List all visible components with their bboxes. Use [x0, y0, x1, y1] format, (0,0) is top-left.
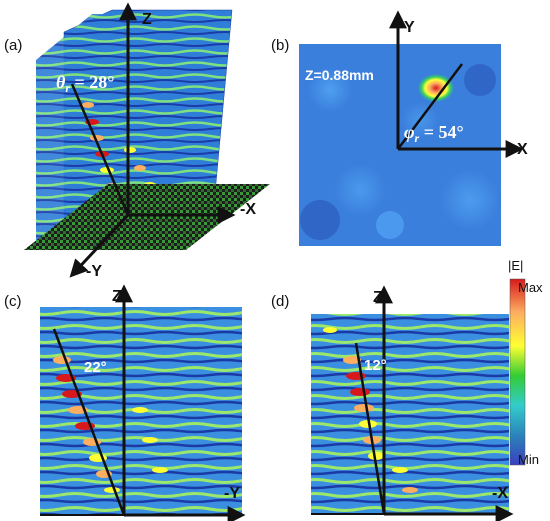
- panel-b: (b) Y X Z=0.88mm φr = 54°: [271, 10, 528, 246]
- angle-d: 12°: [364, 357, 387, 374]
- colorbar-max-label: Max: [518, 280, 543, 295]
- z-height-label: Z=0.88mm: [305, 67, 374, 83]
- panel-b-label: (b): [271, 37, 289, 54]
- phi-value: = 54°: [419, 122, 463, 142]
- theta-sub: r: [65, 81, 70, 95]
- panel-a: (a) Z -X -Y θr = 28°: [4, 2, 270, 280]
- angle-theta-a: θr = 28°: [56, 72, 114, 95]
- panel-c-label: (c): [4, 293, 22, 310]
- tilt-line-a: [70, 83, 130, 216]
- hotspot-b: [418, 74, 454, 102]
- ground-plane: [24, 184, 270, 250]
- tilt-line-c: [52, 328, 126, 516]
- colorbar-gradient: [509, 278, 526, 466]
- axis-z-label-d: Z: [373, 289, 383, 306]
- theta-value: = 28°: [70, 72, 114, 92]
- theta-symbol: θ: [56, 72, 66, 92]
- field-texture-b: [300, 64, 500, 240]
- colorbar-min-label: Min: [518, 452, 539, 467]
- axis-y-label-a: -Y: [86, 263, 102, 280]
- axis-z-label-c: Z: [112, 288, 122, 305]
- axis-y-label-b: Y: [404, 19, 415, 36]
- axis-x-label-a: -X: [240, 201, 256, 218]
- phi-symbol: φ: [404, 122, 415, 142]
- axis-y-a: [69, 213, 130, 278]
- tilt-line-d: [354, 342, 386, 515]
- angle-phi-b: φr = 54°: [404, 122, 464, 145]
- field-map-d: [311, 314, 509, 514]
- axis-x-label-d: -X: [492, 485, 508, 502]
- axis-z-label-a: Z: [142, 11, 152, 28]
- panel-d-label: (d): [271, 293, 289, 310]
- panel-d: (d) Z -X 12°: [271, 285, 514, 521]
- axis-x-label-b: X: [517, 141, 528, 158]
- colorbar: |E| Max Min: [508, 258, 543, 467]
- phi-sub: r: [415, 131, 420, 145]
- panel-a-label: (a): [4, 37, 22, 54]
- colorbar-title: |E|: [508, 258, 523, 273]
- axis-y-label-c: -Y: [224, 485, 240, 502]
- panel-c: (c) Z -Y 22°: [4, 284, 246, 521]
- angle-c: 22°: [84, 359, 107, 376]
- azimuth-line-b: [397, 63, 463, 150]
